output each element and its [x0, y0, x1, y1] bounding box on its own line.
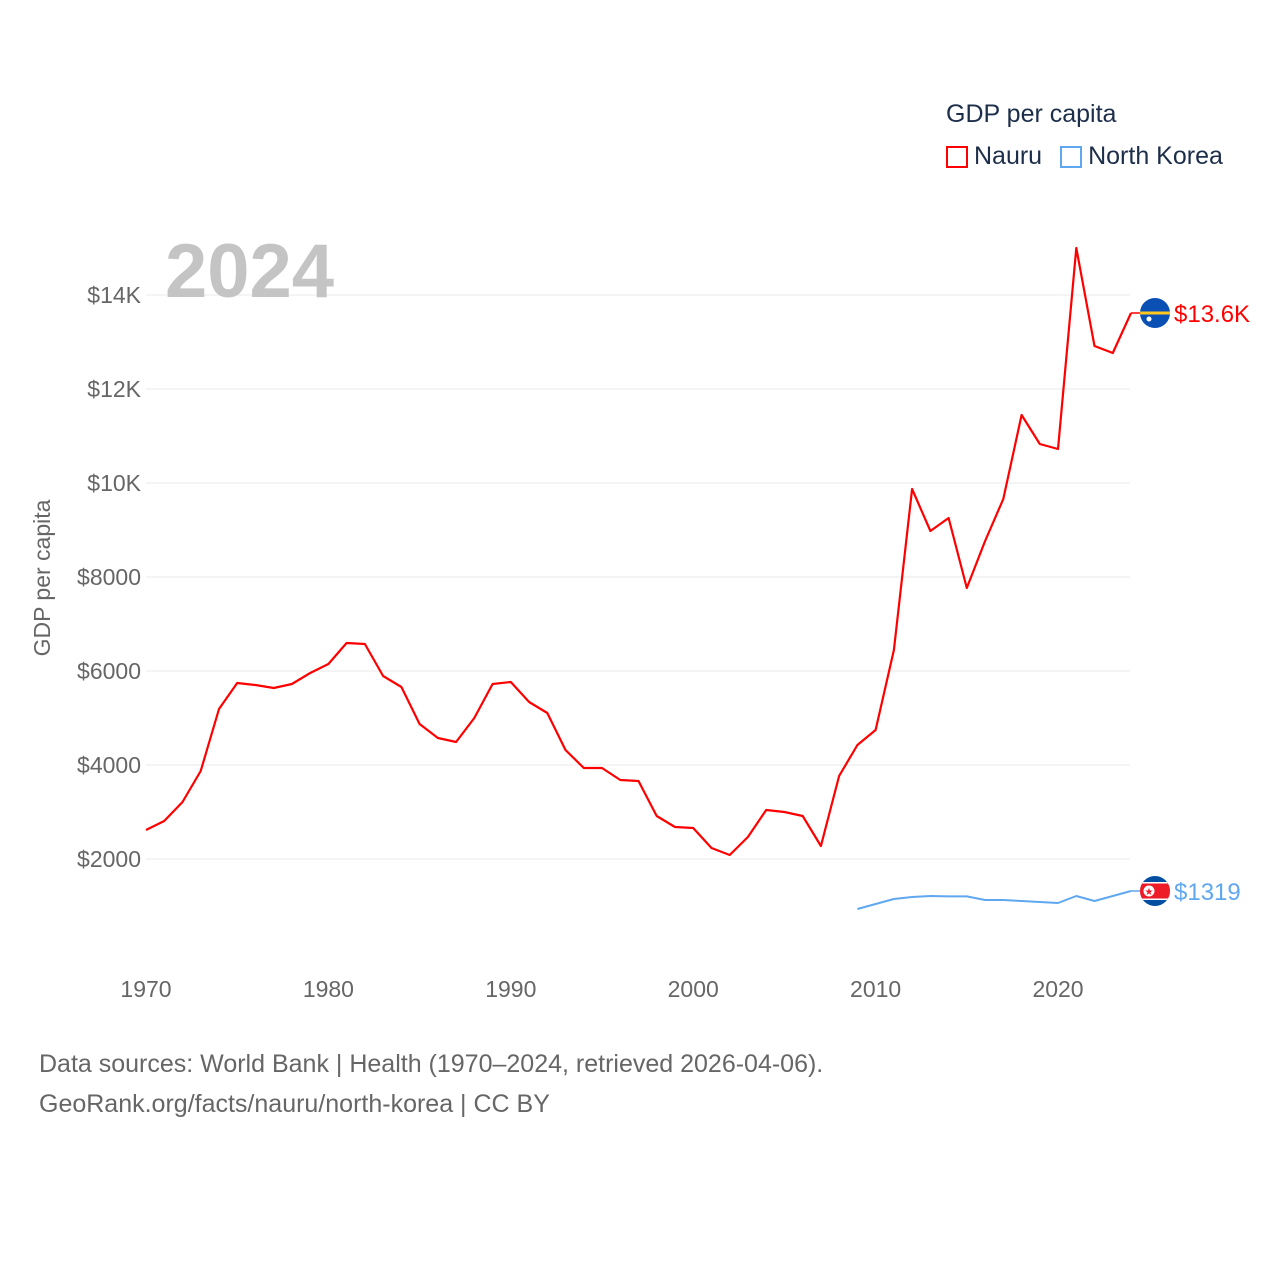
legend: Nauru North Korea — [946, 142, 1223, 171]
y-tick-label: $8000 — [77, 564, 141, 590]
series-line-north-korea — [857, 890, 1132, 910]
source-link[interactable]: GeoRank.org/facts/nauru/north-korea | CC… — [39, 1090, 550, 1118]
legend-item-nauru[interactable]: Nauru — [946, 142, 1042, 171]
flag — [1140, 298, 1170, 329]
legend-title: GDP per capita — [946, 100, 1117, 128]
north-korea-flag-icon: ★ — [1140, 876, 1170, 907]
year-label: 2024 — [165, 229, 335, 314]
legend-item-north-korea[interactable]: North Korea — [1060, 142, 1223, 171]
footer: Data sources: World Bank | Health (1970–… — [39, 1044, 823, 1124]
series-line-nauru — [145, 246, 1133, 857]
y-tick-label: $12K — [87, 376, 141, 402]
x-tick-label: 2020 — [1032, 976, 1083, 1002]
y-tick-label: $14K — [87, 282, 141, 308]
flag: ★ — [1140, 876, 1170, 907]
legend-swatch-nauru — [946, 145, 968, 168]
legend-label: North Korea — [1088, 142, 1223, 170]
end-value-label: $13.6K — [1174, 301, 1250, 328]
y-tick-label: $2000 — [77, 846, 141, 872]
end-value-label: $1319 — [1174, 879, 1241, 906]
x-tick-label: 2000 — [668, 976, 719, 1002]
y-tick-label: $4000 — [77, 752, 141, 778]
y-tick-label: $10K — [87, 470, 141, 496]
legend-swatch-north-korea — [1060, 145, 1083, 168]
flag-disc — [1143, 885, 1155, 897]
nauru-flag-icon — [1140, 298, 1170, 329]
flag-star — [1146, 316, 1152, 322]
x-tick-label: 1970 — [120, 976, 171, 1002]
x-tick-label: 1990 — [485, 976, 536, 1002]
y-axis-label: GDP per capita — [29, 499, 55, 656]
flag-star: ★ — [1145, 887, 1154, 898]
flag-stripe — [1140, 311, 1170, 315]
x-tick-label: 2010 — [850, 976, 901, 1002]
data-source-note: Data sources: World Bank | Health (1970–… — [39, 1050, 824, 1078]
legend-label: Nauru — [974, 142, 1043, 170]
x-tick-label: 1980 — [303, 976, 354, 1002]
y-tick-label: $6000 — [77, 658, 141, 684]
